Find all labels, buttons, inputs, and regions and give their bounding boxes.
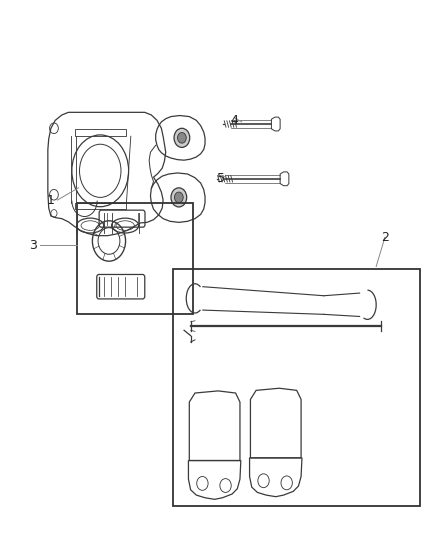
Circle shape (177, 133, 186, 143)
Circle shape (174, 192, 183, 203)
Circle shape (171, 188, 187, 207)
Text: 5: 5 (217, 172, 225, 185)
Bar (173, 269, 420, 506)
Bar (77, 203, 193, 314)
Text: 1: 1 (47, 193, 55, 207)
Text: 3: 3 (29, 239, 37, 252)
Text: 4: 4 (230, 114, 238, 127)
Text: 2: 2 (381, 231, 389, 244)
Circle shape (174, 128, 190, 148)
